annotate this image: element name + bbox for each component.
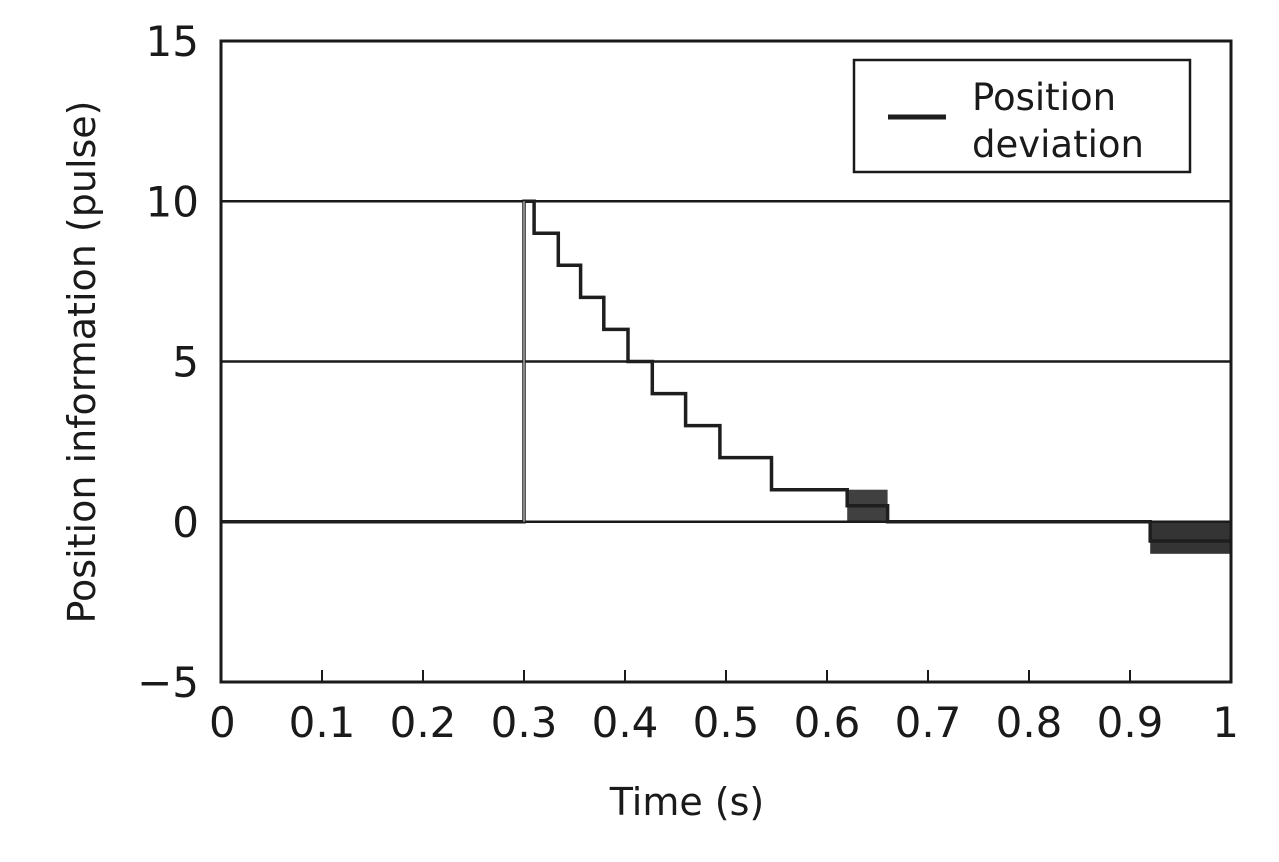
legend-label-line1: Position	[972, 76, 1116, 119]
legend-label-line2: deviation	[972, 123, 1144, 166]
grid-lines	[221, 200, 1231, 523]
x-tick-label: 0.1	[289, 698, 356, 747]
x-axis-label: Time (s)	[609, 780, 765, 824]
y-tick-label: −5	[137, 658, 199, 707]
x-tick-label: 0.7	[895, 698, 962, 747]
y-tick-label: 0	[172, 498, 199, 547]
x-tick-label: 0.2	[390, 698, 457, 747]
y-tick-labels: 15 10 5 0 −5	[137, 17, 199, 707]
x-tick-label: 0.5	[693, 698, 760, 747]
x-tick-label: 0.8	[996, 698, 1063, 747]
x-tick-labels: 0 0.1 0.2 0.3 0.4 0.5 0.6 0.7 0.8 0.9 1	[209, 698, 1239, 747]
y-axis-label: Position information (pulse)	[60, 100, 104, 623]
oscillation-band-0.92	[1150, 521, 1231, 554]
y-tick-label: 15	[146, 17, 199, 66]
y-tick-label: 10	[146, 177, 199, 226]
series-line-position-deviation	[221, 199, 1231, 543]
x-tick-label: 1	[1212, 698, 1239, 747]
x-minor-ticks	[321, 670, 1131, 682]
series-layer	[221, 199, 1231, 554]
x-tick-label: 0.6	[794, 698, 861, 747]
x-tick-label: 0.9	[1097, 698, 1164, 747]
y-tick-label: 5	[172, 338, 199, 387]
oscillation-band-0.62	[847, 489, 888, 522]
legend: Position deviation	[852, 58, 1192, 174]
x-tick-label: 0.4	[592, 698, 659, 747]
x-tick-label: 0	[209, 698, 236, 747]
x-tick-label: 0.3	[491, 698, 558, 747]
